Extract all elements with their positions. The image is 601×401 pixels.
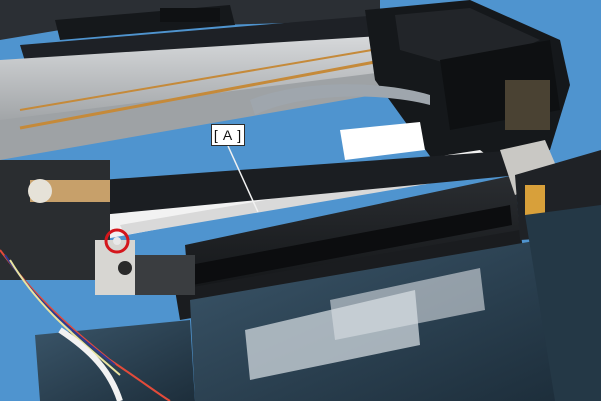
callout-leader-line: [227, 145, 259, 213]
upper-chassis: [0, 0, 402, 160]
left-mechanism: [0, 160, 195, 295]
wiring: [0, 249, 171, 401]
flat-cable: [250, 84, 430, 115]
paper-guide-rail: [100, 150, 520, 215]
callout-label: [ A ]: [211, 124, 245, 146]
ink-tank-unit: [35, 205, 601, 401]
marker-ring: [104, 228, 130, 254]
